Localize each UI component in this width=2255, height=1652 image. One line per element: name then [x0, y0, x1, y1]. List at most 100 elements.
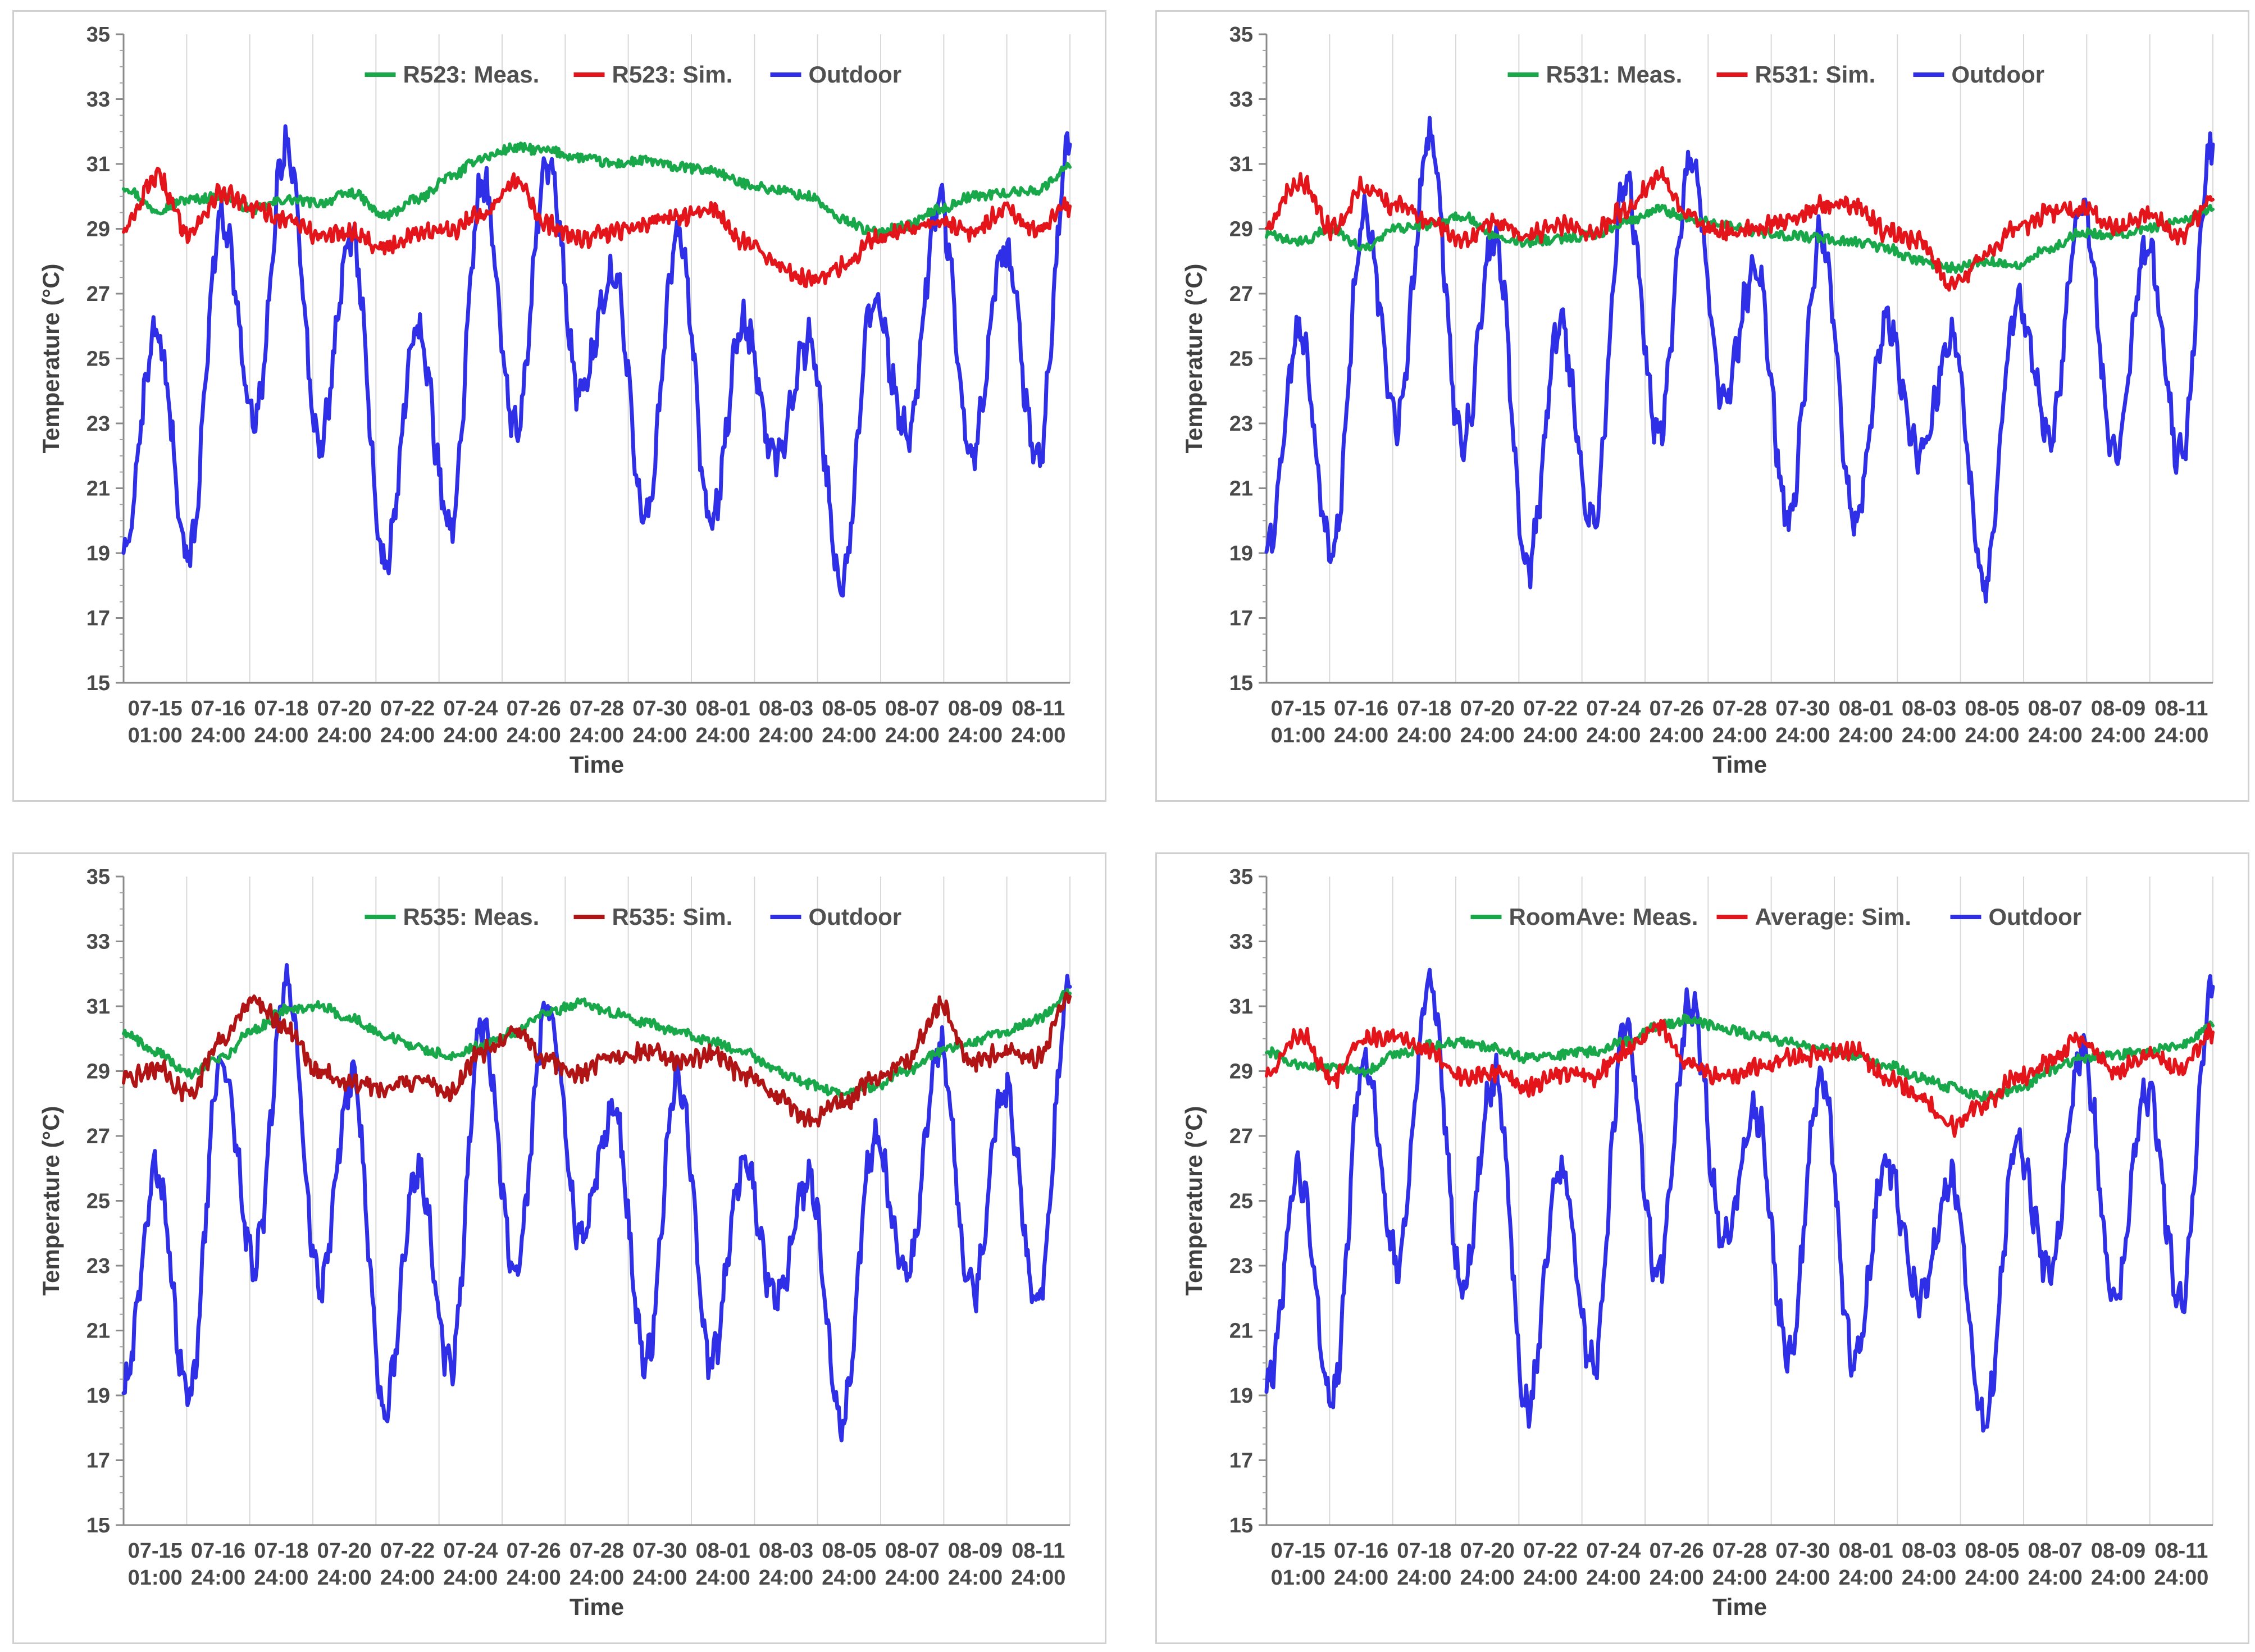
y-tick-label: 21 [1229, 477, 1253, 501]
x-tick-label-date: 07-24 [1586, 697, 1641, 720]
x-tick-label-time: 24:00 [632, 724, 687, 747]
x-tick-label-date: 08-03 [759, 1539, 813, 1563]
x-tick-label-time: 24:00 [1460, 1566, 1515, 1590]
x-tick-label-date: 07-15 [128, 697, 183, 720]
x-tick-label-date: 08-11 [1012, 1539, 1065, 1563]
x-tick-label-time: 24:00 [1460, 724, 1515, 747]
x-tick-label-time: 24:00 [380, 1566, 435, 1590]
x-tick-label-time: 24:00 [443, 1566, 498, 1590]
x-tick-label-time: 24:00 [1586, 724, 1641, 747]
x-tick-label-date: 07-16 [191, 1539, 245, 1563]
x-tick-label-time: 01:00 [1271, 724, 1325, 747]
x-tick-label-date: 07-24 [443, 1539, 498, 1563]
x-axis-title: Time [1712, 1594, 1767, 1620]
x-tick-label-date: 07-16 [191, 697, 245, 720]
y-tick-label: 19 [86, 1384, 110, 1408]
legend-label: Outdoor [809, 61, 902, 88]
x-tick-label-time: 24:00 [2154, 724, 2208, 747]
y-axis-title: Temperature (°C) [38, 263, 64, 453]
x-tick-label-date: 07-18 [1397, 697, 1451, 720]
y-tick-label: 31 [86, 153, 110, 176]
y-tick-label: 23 [86, 412, 110, 436]
x-tick-label-date: 07-26 [507, 697, 561, 720]
x-tick-label-date: 07-20 [1460, 1539, 1515, 1563]
x-tick-label-time: 01:00 [1271, 1566, 1325, 1590]
y-tick-label: 17 [86, 1449, 110, 1473]
y-tick-label: 15 [86, 1514, 110, 1537]
y-tick-label: 17 [86, 607, 110, 631]
y-tick-label: 21 [1229, 1320, 1253, 1343]
x-tick-label-time: 24:00 [254, 724, 308, 747]
x-tick-label-date: 07-18 [1397, 1539, 1451, 1563]
x-tick-label-date: 08-03 [1902, 697, 1956, 720]
x-tick-label-date: 07-20 [317, 697, 372, 720]
y-tick-label: 31 [1229, 153, 1253, 176]
x-tick-label-time: 24:00 [1775, 724, 1830, 747]
x-tick-label-date: 07-22 [380, 1539, 435, 1563]
x-tick-label-date: 07-28 [1712, 697, 1767, 720]
x-tick-label-time: 24:00 [2154, 1566, 2208, 1590]
x-tick-label-time: 01:00 [128, 1566, 183, 1590]
x-tick-label-time: 24:00 [507, 1566, 561, 1590]
x-tick-label-date: 08-07 [885, 697, 940, 720]
x-tick-label-date: 07-26 [1650, 697, 1704, 720]
y-tick-label: 17 [1229, 607, 1253, 631]
x-tick-label-date: 07-16 [1334, 697, 1388, 720]
x-tick-label-date: 08-01 [1839, 1539, 1893, 1563]
y-tick-label: 19 [1229, 542, 1253, 565]
y-tick-label: 31 [86, 995, 110, 1019]
x-tick-label-date: 08-01 [696, 1539, 750, 1563]
x-tick-label-time: 24:00 [1334, 1566, 1388, 1590]
x-tick-label-time: 24:00 [317, 1566, 372, 1590]
y-tick-label: 15 [86, 672, 110, 695]
series-line-r535-sim [122, 992, 1072, 1128]
chart-svg-r535: 15 17 19 21 23 25 27 29 31 33 35 07-15 01:00 07-16 24:… [38, 865, 1072, 1620]
y-tick-label: 35 [86, 23, 110, 47]
y-tick-label: 25 [1229, 1190, 1253, 1213]
x-tick-label-date: 08-07 [2028, 1539, 2083, 1563]
y-tick-label: 17 [1229, 1449, 1253, 1473]
series-line-outdoor [1264, 116, 2215, 604]
x-tick-label-date: 08-11 [2154, 1539, 2208, 1563]
x-tick-label-date: 07-15 [1271, 1539, 1325, 1563]
y-tick-label: 23 [86, 1254, 110, 1278]
legend-label: Outdoor [1989, 903, 2082, 930]
x-tick-label-time: 24:00 [948, 724, 1003, 747]
x-tick-label-time: 24:00 [1712, 724, 1767, 747]
x-tick-label-time: 24:00 [1839, 724, 1893, 747]
x-tick-label-date: 07-24 [443, 697, 498, 720]
y-tick-label: 15 [1229, 672, 1253, 695]
x-tick-label-time: 01:00 [128, 724, 183, 747]
x-tick-label-time: 24:00 [2028, 1566, 2083, 1590]
x-tick-label-date: 08-05 [822, 1539, 876, 1563]
y-tick-label: 29 [86, 218, 110, 241]
y-tick-label: 27 [1229, 1125, 1253, 1148]
x-tick-label-date: 07-18 [254, 697, 308, 720]
x-tick-label-time: 24:00 [632, 1566, 687, 1590]
x-tick-label-time: 24:00 [1397, 724, 1451, 747]
chart-panel-top-left: 15 17 19 21 23 25 27 29 31 33 35 07-15 01:00 07-16 24:… [12, 10, 1106, 802]
y-tick-label: 33 [1229, 88, 1253, 112]
series-line-roomave-meas [1265, 1013, 2215, 1102]
legend-label: Average: Sim. [1755, 903, 1912, 930]
x-tick-label-date: 08-03 [1902, 1539, 1956, 1563]
x-tick-label-date: 07-26 [1650, 1539, 1704, 1563]
x-tick-label-time: 24:00 [948, 1566, 1003, 1590]
x-tick-label-time: 24:00 [191, 724, 245, 747]
y-tick-label: 25 [86, 1190, 110, 1213]
x-tick-label-time: 24:00 [2091, 724, 2145, 747]
y-tick-label: 29 [86, 1060, 110, 1084]
x-tick-label-time: 24:00 [1334, 724, 1388, 747]
x-tick-label-time: 24:00 [759, 1566, 813, 1590]
y-tick-label: 23 [1229, 1254, 1253, 1278]
x-tick-label-date: 08-01 [1839, 697, 1893, 720]
x-tick-label-date: 07-15 [128, 1539, 183, 1563]
x-tick-label-date: 08-11 [2154, 697, 2208, 720]
y-tick-label: 19 [86, 542, 110, 565]
y-tick-label: 31 [1229, 995, 1253, 1019]
x-tick-label-time: 24:00 [1011, 724, 1065, 747]
y-tick-label: 25 [1229, 348, 1253, 371]
series-line-r523-sim [122, 166, 1072, 289]
legend-label: R523: Sim. [612, 61, 733, 88]
x-tick-label-time: 24:00 [507, 724, 561, 747]
